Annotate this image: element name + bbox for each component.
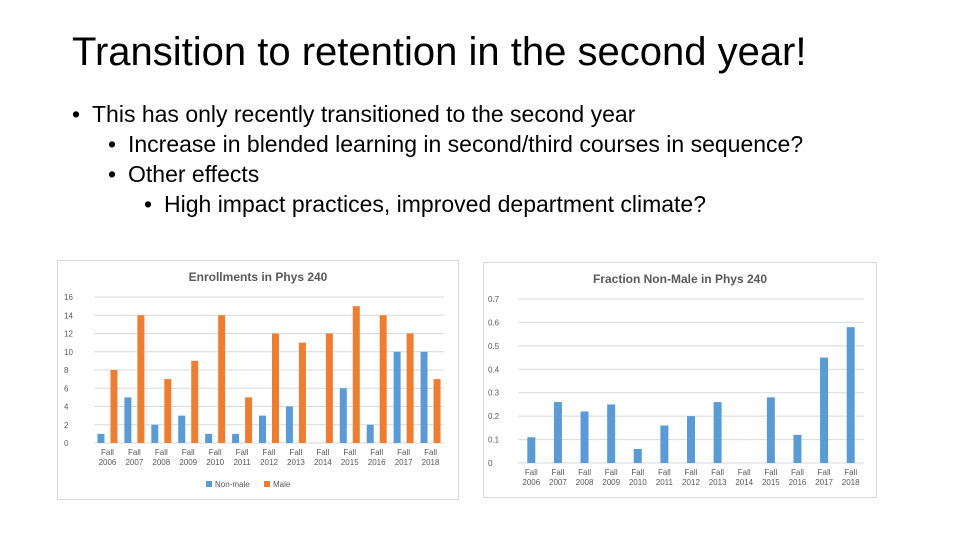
bar-fraction-non-male [713, 402, 722, 463]
x-tick-label: Fall 2016 [789, 468, 807, 487]
x-tick-label: Fall 2011 [233, 448, 251, 467]
bar-fraction-non-male [793, 434, 802, 463]
bullet-1: This has only recently transitioned to t… [72, 99, 803, 129]
y-tick-label: 4 [64, 403, 69, 412]
x-tick-label: Fall 2017 [395, 448, 413, 467]
x-tick-label: Fall 2016 [368, 448, 386, 467]
y-tick-label: 0.3 [488, 389, 500, 398]
bar-non-male [366, 424, 374, 443]
x-tick-label: Fall 2014 [314, 448, 332, 467]
bar-fraction-non-male [527, 437, 536, 463]
bar-non-male [151, 424, 159, 443]
y-tick-label: 6 [64, 384, 69, 393]
x-tick-label: Fall 2012 [682, 468, 700, 487]
bar-male [325, 333, 333, 443]
legend-label: Male [273, 480, 291, 489]
chart-svg: Enrollments in Phys 240 0 2 4 6 8 10 12 14 16 Fall… [64, 270, 444, 489]
bar-fraction-non-male [846, 327, 855, 463]
legend-swatch [206, 481, 212, 487]
bar-fraction-non-male [820, 357, 829, 463]
x-tick-label: Fall 2008 [576, 468, 594, 487]
y-tick-label: 14 [64, 311, 73, 320]
x-tick-label: Fall 2008 [152, 448, 170, 467]
x-tick-label: Fall 2015 [762, 468, 780, 487]
bar-male [245, 397, 253, 443]
x-tick-label: Fall 2010 [206, 448, 224, 467]
fraction-non-male-chart: Fraction Non-Male in Phys 240 0 0.1 0.2 0.3 0… [483, 262, 877, 498]
y-tick-label: 16 [64, 293, 73, 302]
y-tick-label: 0.4 [488, 365, 500, 374]
bar-fraction-non-male [607, 404, 616, 463]
bullet-list: This has only recently transitioned to t… [72, 99, 803, 219]
bar-non-male [178, 415, 186, 443]
y-tick-label: 12 [64, 330, 73, 339]
bar-male [379, 315, 387, 443]
x-tick-label: Fall 2017 [815, 468, 833, 487]
bar-male [218, 315, 226, 443]
bar-male [352, 306, 360, 443]
bar-non-male [339, 388, 347, 443]
y-tick-label: 0 [488, 459, 493, 468]
bar-non-male [259, 415, 266, 443]
x-tick-label: Fall 2013 [709, 468, 727, 487]
x-tick-label: Fall 2012 [260, 448, 278, 467]
chart-svg: Fraction Non-Male in Phys 240 0 0.1 0.2 0.3 0… [488, 272, 864, 487]
x-tick-label: Fall 2007 [549, 468, 567, 487]
bar-non-male [124, 397, 132, 443]
x-tick-label: Fall 2014 [735, 468, 753, 487]
y-tick-label: 0.5 [488, 342, 500, 351]
bar-male [298, 342, 306, 443]
y-tick-label: 0 [64, 439, 69, 448]
x-tick-label: Fall 2013 [287, 448, 305, 467]
y-tick-label: 8 [64, 366, 69, 375]
x-tick-label: Fall 2010 [629, 468, 647, 487]
bar-non-male [97, 433, 105, 443]
x-tick-label: Fall 2007 [125, 448, 143, 467]
bar-fraction-non-male [633, 448, 642, 463]
bar-male [272, 333, 279, 443]
bar-male [164, 379, 172, 443]
bullet-1-sub-1: Increase in blended learning in second/t… [108, 129, 803, 159]
bar-male [191, 360, 199, 443]
enrollments-chart: Enrollments in Phys 240 0 2 4 6 8 10 12 14 16 Fall… [57, 260, 459, 500]
bar-male [137, 315, 145, 443]
bar-fraction-non-male [766, 397, 775, 463]
y-tick-label: 0.7 [488, 295, 500, 304]
legend-swatch [264, 481, 270, 487]
y-tick-label: 2 [64, 421, 69, 430]
slide-title: Transition to retention in the second ye… [72, 30, 807, 74]
legend-label: Non-male [215, 480, 250, 489]
bar-male [406, 333, 414, 443]
x-tick-label: Fall 2011 [656, 468, 674, 487]
bar-fraction-non-male [553, 402, 562, 463]
x-tick-label: Fall 2009 [602, 468, 620, 487]
x-tick-label: Fall 2018 [842, 468, 860, 487]
y-tick-label: 0.6 [488, 318, 500, 327]
bar-fraction-non-male [580, 411, 589, 463]
x-tick-label: Fall 2018 [422, 448, 440, 467]
y-tick-label: 0.2 [488, 412, 500, 421]
y-tick-label: 10 [64, 348, 73, 357]
x-tick-label: Fall 2009 [179, 448, 197, 467]
x-tick-label: Fall 2006 [99, 448, 117, 467]
bar-non-male [232, 433, 240, 443]
bullet-1-sub-2: Other effects [108, 159, 803, 189]
x-tick-label: Fall 2006 [522, 468, 540, 487]
chart-title: Enrollments in Phys 240 [189, 270, 328, 284]
chart-title: Fraction Non-Male in Phys 240 [593, 272, 767, 286]
bar-male [433, 379, 441, 443]
bar-non-male [205, 433, 213, 443]
bar-non-male [393, 351, 401, 443]
bar-fraction-non-male [687, 416, 695, 463]
bar-non-male [420, 351, 428, 443]
y-tick-label: 0.1 [488, 436, 500, 445]
bullet-1-sub-2-sub-1: High impact practices, improved departme… [144, 189, 803, 219]
bar-male [110, 370, 118, 443]
x-tick-label: Fall 2015 [341, 448, 359, 467]
bar-fraction-non-male [660, 425, 669, 463]
bar-non-male [285, 406, 293, 443]
